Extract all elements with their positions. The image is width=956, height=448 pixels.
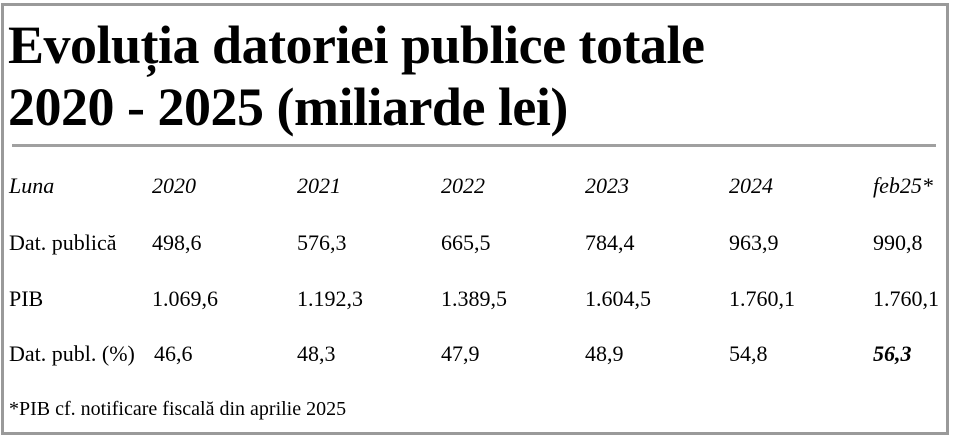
table-cell: 1.604,5 bbox=[585, 286, 651, 311]
table-cell: 498,6 bbox=[152, 230, 202, 255]
table-row-datorie-publica: Dat. publică 498,6 576,3 665,5 784,4 963… bbox=[0, 229, 956, 257]
column-header-2022: 2022 bbox=[441, 173, 485, 198]
table-cell: 963,9 bbox=[729, 230, 779, 255]
table-cell: 1.192,3 bbox=[297, 286, 363, 311]
table-cell: 48,3 bbox=[297, 341, 336, 366]
title-divider bbox=[12, 144, 936, 147]
table-cell: 47,9 bbox=[441, 341, 480, 366]
column-header-2020: 2020 bbox=[152, 173, 196, 198]
table-cell: 48,9 bbox=[585, 341, 624, 366]
page-title: Evoluția datoriei publice totale 2020 - … bbox=[8, 14, 705, 138]
column-header-luna: Luna bbox=[9, 173, 55, 198]
footnote: *PIB cf. notificare fiscală din aprilie … bbox=[9, 398, 347, 420]
table-cell: 1.760,1 bbox=[873, 286, 939, 311]
table-cell: 665,5 bbox=[441, 230, 491, 255]
table-cell: 576,3 bbox=[297, 230, 347, 255]
table-row-datorie-procent: Dat. publ. (%) 46,6 48,3 47,9 48,9 54,8 … bbox=[0, 340, 956, 368]
column-header-2024: 2024 bbox=[729, 173, 773, 198]
table-cell: 1.760,1 bbox=[729, 286, 795, 311]
table-cell: 54,8 bbox=[729, 341, 768, 366]
table-cell: 784,4 bbox=[585, 230, 635, 255]
column-header-2021: 2021 bbox=[297, 173, 341, 198]
table-cell: 46,6 bbox=[154, 341, 193, 366]
panel-frame bbox=[1, 3, 949, 435]
table-cell: 1.389,5 bbox=[441, 286, 507, 311]
column-header-feb25: feb25* bbox=[873, 173, 933, 198]
row-label: Dat. publ. (%) bbox=[9, 341, 135, 366]
highlighted-table-cell: 56,3 bbox=[873, 341, 912, 366]
column-header-2023: 2023 bbox=[585, 173, 629, 198]
table-cell: 1.069,6 bbox=[152, 286, 218, 311]
title-line-1: Evoluția datoriei publice totale bbox=[8, 15, 705, 75]
row-label: PIB bbox=[9, 286, 44, 311]
title-line-2: 2020 - 2025 (miliarde lei) bbox=[8, 77, 568, 137]
table-cell: 990,8 bbox=[873, 230, 923, 255]
table-row-pib: PIB 1.069,6 1.192,3 1.389,5 1.604,5 1.76… bbox=[0, 285, 956, 313]
table-header-row: Luna 2020 2021 2022 2023 2024 feb25* bbox=[0, 172, 956, 200]
row-label: Dat. publică bbox=[9, 230, 117, 255]
